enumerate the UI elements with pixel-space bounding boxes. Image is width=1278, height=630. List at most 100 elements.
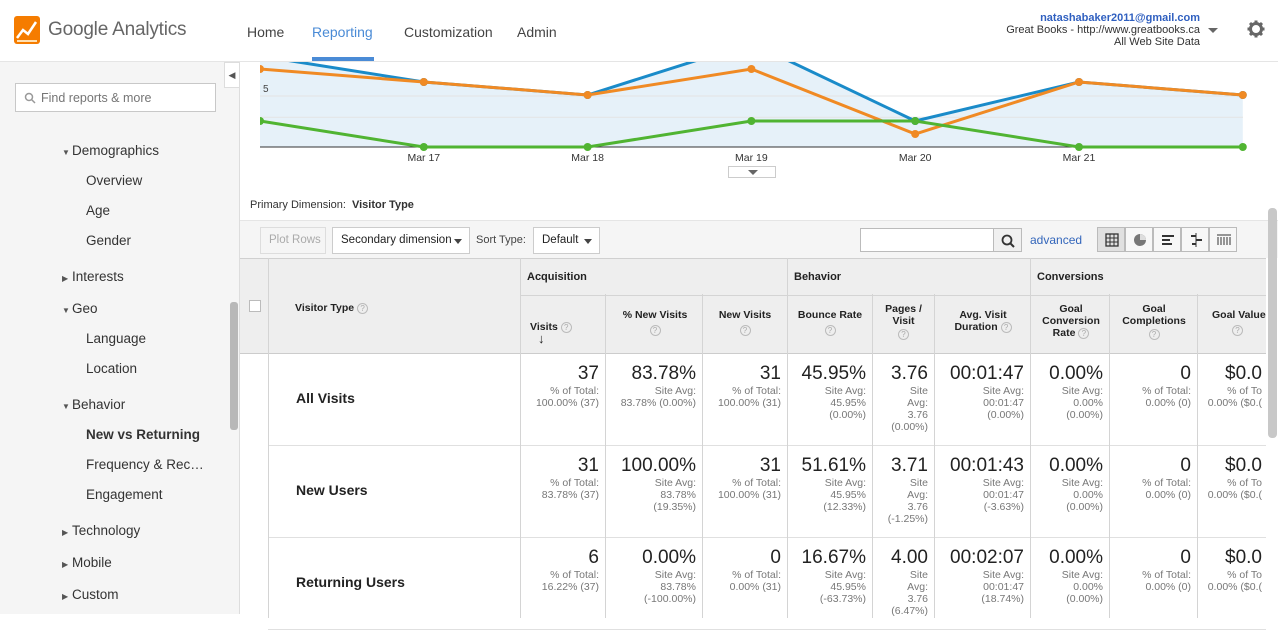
data-point[interactable] [911, 117, 920, 125]
conversions-group-header: Conversions [1037, 271, 1104, 283]
view-comparison-button[interactable] [1181, 227, 1209, 252]
sidebar-item-interests[interactable]: ▶ Interests [62, 269, 124, 284]
view-table-button[interactable] [1097, 227, 1125, 252]
sidebar-item-mobile[interactable]: ▶ Mobile [62, 555, 112, 570]
sidebar-item-behavior[interactable]: ▼ Behavior [62, 397, 125, 412]
nav-home[interactable]: Home [247, 24, 285, 40]
data-point[interactable] [1238, 143, 1247, 151]
cell-value: 45.95% [801, 363, 866, 384]
table-row[interactable]: All Visits 37% of Total: 100.00% (37) 83.78… [240, 354, 1266, 446]
sort-type-dropdown[interactable]: Default [533, 227, 600, 254]
data-point[interactable] [1238, 91, 1247, 99]
cell-subtext: % of Total: [732, 477, 781, 489]
series-area [260, 62, 1243, 147]
visitor-type-header[interactable]: Visitor Type ? [295, 302, 369, 314]
cell-subtext: 83.78% (0.00%) [620, 397, 696, 409]
sidebar-item-location[interactable]: Location [86, 361, 138, 376]
cell-subtext: % of To [1227, 569, 1262, 581]
gear-icon[interactable] [1247, 20, 1265, 38]
goal-completions-column-header[interactable]: Goal Completions? [1110, 303, 1198, 340]
sidebar-item-technology[interactable]: ▶ Technology [62, 523, 140, 538]
pages-visit-column-header[interactable]: Pages / Visit? [873, 303, 934, 340]
cell-subtext: 00:01:47 [983, 397, 1024, 409]
sidebar-item-frequency[interactable]: Frequency & Rec… [86, 457, 204, 472]
sidebar-item-gender[interactable]: Gender [86, 233, 132, 248]
nav-customization[interactable]: Customization [404, 24, 493, 40]
nav-admin[interactable]: Admin [517, 24, 557, 40]
sidebar-item-age[interactable]: Age [86, 203, 111, 218]
view-pie-button[interactable] [1125, 227, 1153, 252]
data-point[interactable] [583, 143, 592, 151]
secondary-dimension-dropdown[interactable]: Secondary dimension [332, 227, 470, 254]
sidebar-scrollbar[interactable] [230, 302, 238, 430]
advanced-filter-link[interactable]: advanced [1030, 233, 1083, 247]
data-point[interactable] [260, 65, 264, 73]
pct-new-visits-column-header[interactable]: % New Visits? [606, 309, 704, 336]
sidebar-item-custom[interactable]: ▶ Custom [62, 587, 119, 602]
pct-new-cell: 83.78% Site Avg: 83.78% (0.00%) [609, 363, 696, 409]
sidebar-item-label: Demographics [72, 143, 160, 158]
nav-reporting[interactable]: Reporting [312, 24, 373, 40]
row-label[interactable]: All Visits [296, 390, 355, 406]
table-search-button[interactable] [993, 228, 1022, 252]
select-all-checkbox[interactable] [249, 300, 261, 312]
cell-subtext: Avg: [907, 581, 928, 593]
data-point[interactable] [419, 78, 428, 86]
primary-dimension-label: Primary Dimension: [250, 199, 346, 211]
help-icon[interactable]: ? [1000, 322, 1012, 333]
account-selector[interactable]: natashabaker2011@gmail.com Great Books -… [1006, 12, 1200, 48]
data-point[interactable] [747, 65, 756, 73]
data-point[interactable] [260, 117, 264, 125]
sidebar-item-demographics[interactable]: ▼ Demographics [62, 143, 159, 158]
report-search-input[interactable] [41, 89, 211, 107]
new-visits-column-header[interactable]: New Visits? [703, 309, 787, 336]
cell-subtext: Site Avg: [654, 385, 696, 397]
sidebar-item-language[interactable]: Language [86, 331, 147, 346]
sidebar-item-engagement[interactable]: Engagement [86, 487, 163, 502]
visits-column-header[interactable]: Visits ? ↓ [530, 321, 586, 346]
help-icon[interactable]: ? [560, 322, 572, 333]
collapsed-triangle-icon: ▶ [62, 560, 69, 569]
avg-visit-duration-column-header[interactable]: Avg. Visit Duration ? [935, 309, 1031, 333]
col-divider [1030, 258, 1031, 618]
help-icon[interactable]: ? [1148, 329, 1160, 340]
cell-subtext: % of Total: [550, 385, 599, 397]
data-point[interactable] [1075, 78, 1083, 86]
help-icon[interactable]: ? [739, 325, 751, 336]
primary-dimension-value[interactable]: Visitor Type [351, 199, 414, 211]
sidebar-item-geo[interactable]: ▼ Geo [62, 301, 98, 316]
row-label[interactable]: Returning Users [296, 574, 405, 590]
data-point[interactable] [583, 91, 592, 99]
chart-expand-button[interactable] [728, 166, 776, 178]
conv-rate-cell: 0.00% Site Avg: 0.00% (0.00%) [1034, 455, 1103, 513]
help-icon[interactable]: ? [649, 325, 661, 336]
data-point[interactable] [911, 130, 920, 138]
goal-value-column-header[interactable]: Goal Value? [1200, 309, 1270, 336]
goal-comp-header-line2: Completions [1122, 315, 1186, 327]
bounce-rate-column-header[interactable]: Bounce Rate? [788, 309, 872, 336]
page-scrollbar[interactable] [1268, 208, 1277, 438]
goal-conversion-rate-column-header[interactable]: Goal Conversion Rate ? [1032, 303, 1110, 339]
row-label[interactable]: New Users [296, 482, 368, 498]
table-row[interactable]: Returning Users 6% of Total: 16.22% (37) 0.… [240, 538, 1266, 630]
help-icon[interactable]: ? [824, 325, 836, 336]
account-dropdown-icon[interactable] [1208, 28, 1218, 33]
view-pivot-button[interactable] [1209, 227, 1237, 252]
data-point[interactable] [419, 143, 428, 151]
help-icon[interactable]: ? [357, 303, 369, 314]
report-search[interactable] [15, 83, 216, 112]
col-divider [268, 258, 269, 618]
sidebar-item-new-vs-returning[interactable]: New vs Returning [86, 427, 201, 442]
data-point[interactable] [1075, 143, 1083, 151]
expanded-triangle-icon: ▼ [62, 148, 70, 157]
data-point[interactable] [747, 117, 756, 125]
help-icon[interactable]: ? [1232, 325, 1243, 336]
view-bar-button[interactable] [1153, 227, 1181, 252]
plot-rows-button[interactable]: Plot Rows [260, 227, 326, 254]
cell-subtext: Site [909, 477, 928, 489]
table-row[interactable]: New Users 31% of Total: 83.78% (37) 100.00%… [240, 446, 1266, 538]
collapse-sidebar-button[interactable]: ◀ [224, 62, 240, 88]
sidebar-item-overview[interactable]: Overview [86, 173, 143, 188]
help-icon[interactable]: ? [898, 329, 909, 340]
help-icon[interactable]: ? [1078, 328, 1090, 339]
